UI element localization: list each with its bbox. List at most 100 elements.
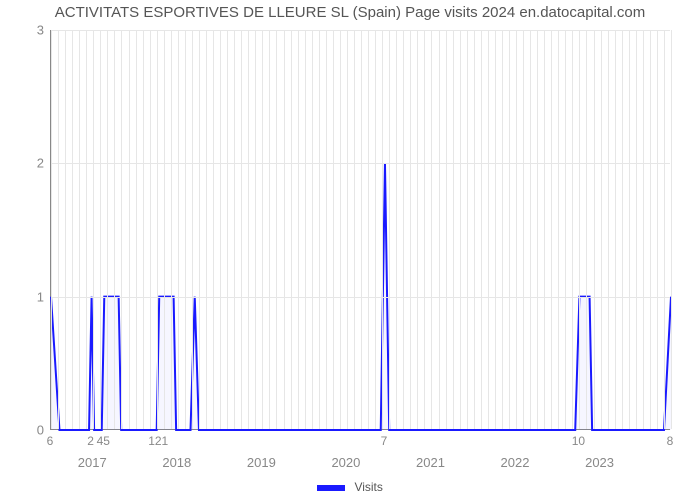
gridline-vertical — [178, 30, 179, 429]
gridline-vertical — [220, 30, 221, 429]
gridline-vertical — [368, 30, 369, 429]
gridline-vertical — [171, 30, 172, 429]
chart-title: ACTIVITATS ESPORTIVES DE LLEURE SL (Spai… — [0, 4, 700, 21]
gridline-vertical — [65, 30, 66, 429]
gridline-vertical — [150, 30, 151, 429]
gridline-vertical — [460, 30, 461, 429]
gridline-vertical — [502, 30, 503, 429]
gridline-vertical — [375, 30, 376, 429]
gridline-vertical — [551, 30, 552, 429]
gridline-vertical — [164, 30, 165, 429]
gridline-horizontal — [51, 30, 670, 31]
x-tick-label: 2020 — [316, 455, 376, 470]
data-point-label: 6 — [47, 434, 54, 448]
gridline-vertical — [622, 30, 623, 429]
gridline-vertical — [481, 30, 482, 429]
gridline-vertical — [199, 30, 200, 429]
gridline-vertical — [291, 30, 292, 429]
gridline-vertical — [58, 30, 59, 429]
gridline-vertical — [509, 30, 510, 429]
gridline-vertical — [643, 30, 644, 429]
data-point-label: 8 — [667, 434, 674, 448]
gridline-vertical — [129, 30, 130, 429]
gridline-vertical — [114, 30, 115, 429]
gridline-vertical — [594, 30, 595, 429]
gridline-vertical — [389, 30, 390, 429]
gridline-vertical — [276, 30, 277, 429]
gridline-vertical — [319, 30, 320, 429]
gridline-vertical — [474, 30, 475, 429]
legend: Visits — [0, 478, 700, 496]
data-point-label: 7 — [381, 434, 388, 448]
x-tick-label: 2022 — [485, 455, 545, 470]
gridline-vertical — [234, 30, 235, 429]
gridline-vertical — [121, 30, 122, 429]
data-point-label: 10 — [572, 434, 585, 448]
gridline-vertical — [403, 30, 404, 429]
gridline-vertical — [143, 30, 144, 429]
gridline-vertical — [213, 30, 214, 429]
gridline-vertical — [269, 30, 270, 429]
gridline-vertical — [431, 30, 432, 429]
gridline-horizontal — [51, 163, 670, 164]
gridline-vertical — [453, 30, 454, 429]
gridline-vertical — [248, 30, 249, 429]
legend-swatch — [317, 485, 345, 491]
gridline-vertical — [424, 30, 425, 429]
gridline-vertical — [136, 30, 137, 429]
gridline-vertical — [284, 30, 285, 429]
gridline-vertical — [361, 30, 362, 429]
x-tick-label: 2017 — [62, 455, 122, 470]
gridline-vertical — [572, 30, 573, 429]
gridline-vertical — [650, 30, 651, 429]
legend-item-visits: Visits — [317, 480, 383, 494]
gridline-vertical — [333, 30, 334, 429]
data-point-label: 45 — [97, 434, 110, 448]
gridline-vertical — [664, 30, 665, 429]
gridline-vertical — [615, 30, 616, 429]
gridline-vertical — [298, 30, 299, 429]
gridline-vertical — [671, 30, 672, 429]
gridline-vertical — [107, 30, 108, 429]
x-tick-label: 2023 — [570, 455, 630, 470]
gridline-vertical — [51, 30, 52, 429]
gridline-vertical — [467, 30, 468, 429]
gridline-vertical — [446, 30, 447, 429]
gridline-vertical — [396, 30, 397, 429]
gridline-vertical — [537, 30, 538, 429]
gridline-vertical — [608, 30, 609, 429]
chart-wrap: ACTIVITATS ESPORTIVES DE LLEURE SL (Spai… — [0, 0, 700, 500]
gridline-vertical — [79, 30, 80, 429]
plot-area — [50, 30, 670, 430]
gridline-vertical — [544, 30, 545, 429]
y-tick-label: 3 — [30, 23, 44, 38]
gridline-vertical — [579, 30, 580, 429]
x-tick-label: 2019 — [231, 455, 291, 470]
gridline-vertical — [636, 30, 637, 429]
gridline-vertical — [488, 30, 489, 429]
gridline-vertical — [100, 30, 101, 429]
gridline-vertical — [255, 30, 256, 429]
gridline-vertical — [586, 30, 587, 429]
gridline-vertical — [410, 30, 411, 429]
gridline-vertical — [72, 30, 73, 429]
gridline-vertical — [241, 30, 242, 429]
gridline-vertical — [347, 30, 348, 429]
gridline-vertical — [206, 30, 207, 429]
gridline-vertical — [516, 30, 517, 429]
gridline-vertical — [93, 30, 94, 429]
gridline-vertical — [262, 30, 263, 429]
gridline-vertical — [629, 30, 630, 429]
gridline-vertical — [192, 30, 193, 429]
y-tick-label: 0 — [30, 423, 44, 438]
gridline-vertical — [185, 30, 186, 429]
y-tick-label: 1 — [30, 289, 44, 304]
gridline-vertical — [305, 30, 306, 429]
x-tick-label: 2021 — [400, 455, 460, 470]
data-point-label: 121 — [148, 434, 168, 448]
gridline-vertical — [157, 30, 158, 429]
y-tick-label: 2 — [30, 156, 44, 171]
gridline-vertical — [558, 30, 559, 429]
gridline-vertical — [601, 30, 602, 429]
legend-label: Visits — [354, 480, 382, 494]
